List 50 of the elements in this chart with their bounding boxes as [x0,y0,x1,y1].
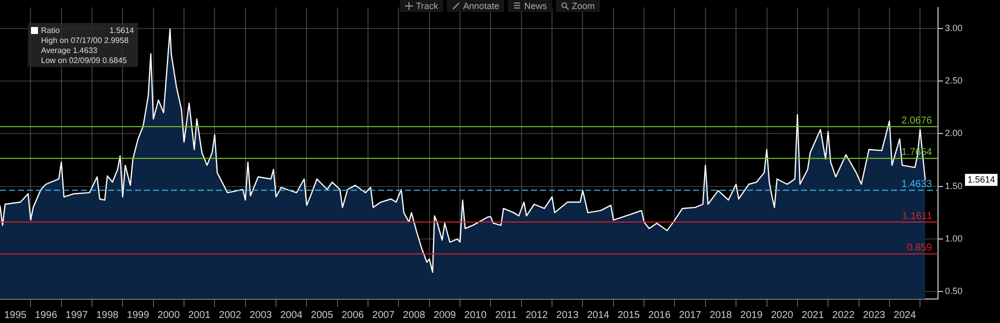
x-tick-label: 2009 [434,310,456,321]
x-tick-label: 2018 [710,310,732,321]
x-tick-label: 2005 [310,310,334,321]
x-tick-label: 2008 [402,310,426,321]
x-tick-label: 2002 [218,310,242,321]
annotation: Average 1.4633 [41,46,98,56]
x-tick-label: 2013 [556,310,579,321]
annotation: High on 07/17/00 2.9958 [41,36,130,46]
x-tick-label: 2022 [832,310,855,321]
legend-label: Ratio [41,26,60,36]
x-tick-label: 2006 [342,310,364,321]
x-tick-label: 1999 [126,310,150,321]
ref-line-label: 1.1611 [902,210,932,222]
y-tick-label: 2.50 [945,76,963,86]
x-tick-label: 2020 [770,310,794,321]
annotation: Track [416,1,438,11]
ref-line-label: 1.4633 [901,178,932,190]
x-tick-label: 2010 [464,310,487,321]
x-tick-label: 2003 [250,310,272,321]
x-tick-label: 2024 [894,310,916,321]
text: 1.5614 [968,174,996,184]
x-tick-label: 1996 [34,310,58,321]
x-tick-label: 1997 [66,310,88,321]
x-tick-label: 1998 [96,310,119,321]
annotation: Zoom [572,1,595,11]
x-tick-label: 2021 [802,310,824,321]
annotation: 1.5614 [110,26,135,36]
y-tick-label: 1.00 [945,233,963,244]
ref-line-label: 0.859 [906,242,932,254]
x-tick-label: 2007 [372,310,395,321]
annotation: News [524,1,547,11]
x-tick-label: 2016 [648,310,671,321]
ref-line-label: 2.0676 [901,115,932,126]
x-tick-label: 2004 [280,310,303,321]
x-tick-label: 2001 [188,310,211,321]
y-tick-label: 0.50 [945,286,963,296]
x-tick-label: 2014 [586,310,610,321]
x-tick-label: 2011 [495,310,518,321]
x-tick-label: 2012 [526,310,548,321]
y-tick-label: 1.50 [945,180,963,191]
x-tick-label: 2019 [740,310,763,321]
y-tick-label: 3.00 [945,22,963,33]
y-tick-label: 2.00 [945,128,963,138]
x-tick-label: 1995 [4,310,27,321]
annotation: Annotate [463,1,500,11]
x-tick-label: 2017 [678,310,702,321]
x-tick-label: 2000 [158,310,180,321]
x-tick-label: 2015 [618,310,640,321]
annotation: Low on 02/09/09 0.6845 [41,56,128,66]
x-tick-label: 2023 [862,310,886,321]
